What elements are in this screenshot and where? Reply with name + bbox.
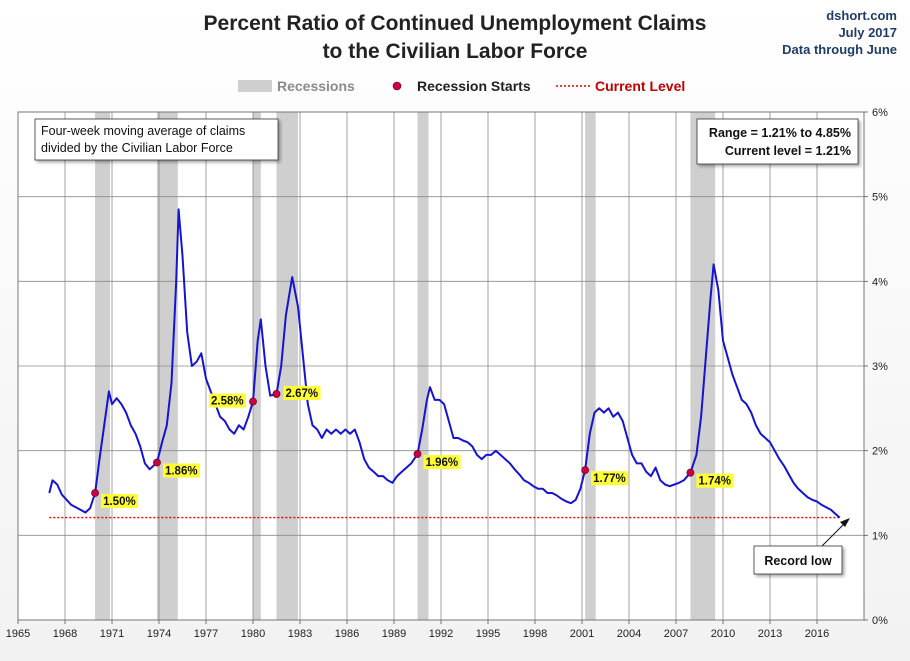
record-low-label: Record low: [764, 554, 832, 568]
recession-start-label-bg-4: [423, 455, 461, 470]
range-text: Range = 1.21% to 4.85%: [709, 126, 851, 140]
x-tick-label-5: 1980: [241, 628, 265, 640]
range-box-frame: [696, 118, 859, 165]
current-level-text: Current level = 1.21%: [725, 144, 851, 158]
x-tick-label-6: 1983: [288, 628, 312, 640]
recession-start-marker-3: [272, 390, 281, 398]
recession-start-label-bg-5: [591, 471, 629, 486]
recession-start-marker-4: [413, 450, 422, 458]
series-line: [48, 208, 841, 519]
chart-title-line1: Percent Ratio of Continued Unemployment …: [204, 12, 707, 35]
range-box: Range = 1.21% to 4.85% Current level = 1…: [696, 118, 859, 165]
y-tick-label-2: 2%: [872, 446, 888, 458]
description-line2: divided by the Civilian Labor Force: [41, 141, 233, 155]
recession-start-label-4: 1.96%: [426, 457, 459, 469]
recession-start-label-1: 1.86%: [165, 466, 198, 478]
record-low-arrow-head: [840, 518, 850, 527]
chart-title-line2: to the Civilian Labor Force: [323, 40, 588, 63]
x-tick-label-15: 2010: [711, 628, 735, 640]
recession-start-label-bg-3: [283, 385, 321, 400]
y-tick-label-4: 4%: [872, 276, 888, 288]
description-box-frame: [34, 118, 279, 161]
recession-start-label-3: 2.67%: [286, 388, 319, 400]
recession-start-label-bg-1: [162, 463, 200, 478]
y-tick-label-5: 5%: [872, 192, 888, 204]
y-tick-label-1: 1%: [872, 530, 888, 542]
x-tick-label-4: 1977: [194, 628, 218, 640]
y-tick-label-6: 6%: [872, 107, 888, 119]
record-low-callout: Record low: [753, 518, 850, 575]
recession-start-marker-2: [249, 397, 257, 406]
source-data-through: Data through June: [782, 42, 897, 57]
y-tick-label-3: 3%: [872, 361, 888, 373]
recession-start-markers: 1.50% 1.86% 2.58% 2.67% 1.96% 1.77% 1.74%: [91, 385, 734, 508]
recession-start-label-bg-6: [696, 473, 734, 488]
record-low-arrow-line: [821, 521, 847, 547]
y-axis: 0% 1% 2% 3% 4% 5% 6%: [864, 107, 888, 627]
recession-start-marker-0: [91, 489, 99, 497]
x-axis: 1965 1968 1971 1974 1977 1980 1983 1986 1989 1992…: [6, 620, 829, 640]
x-tick-label-11: 1998: [523, 628, 547, 640]
legend-current-level-label: Current Level: [595, 78, 685, 94]
recession-start-marker-1: [153, 458, 161, 467]
recession-start-label-6: 1.74%: [698, 476, 731, 488]
y-tick-label-0: 0%: [872, 615, 888, 627]
x-tick-label-0: 1965: [6, 628, 30, 640]
x-tick-label-16: 2013: [758, 628, 782, 640]
recession-start-label-bg-2: [209, 393, 246, 408]
x-tick-label-10: 1995: [476, 628, 500, 640]
recession-start-marker-5: [581, 466, 590, 475]
x-tick-label-7: 1986: [335, 628, 359, 640]
legend-recession-starts-label: Recession Starts: [417, 78, 531, 94]
x-tick-label-14: 2007: [664, 628, 688, 640]
x-tick-label-17: 2016: [805, 628, 829, 640]
x-tick-label-8: 1989: [382, 628, 406, 640]
source-date: July 2017: [838, 25, 897, 40]
x-tick-label-9: 1992: [429, 628, 453, 640]
legend-recession-swatch: [238, 80, 272, 92]
description-box: Four-week moving average of claims divid…: [34, 118, 279, 161]
recession-start-label-2: 2.58%: [211, 396, 244, 408]
record-low-box: [753, 545, 843, 575]
x-tick-label-3: 1974: [147, 628, 171, 640]
description-line1: Four-week moving average of claims: [41, 124, 245, 138]
recession-start-label-5: 1.77%: [593, 473, 626, 485]
x-tick-label-1: 1968: [53, 628, 77, 640]
legend: Recessions Recession Starts Current Leve…: [238, 78, 685, 94]
legend-recession-start-marker: [392, 81, 402, 91]
recession-start-marker-6: [686, 468, 695, 477]
x-tick-label-2: 1971: [100, 628, 124, 640]
recession-start-label-0: 1.50%: [103, 496, 136, 508]
recession-start-label-bg-0: [101, 494, 139, 508]
source-site: dshort.com: [826, 8, 897, 23]
x-tick-label-12: 2001: [570, 628, 594, 640]
legend-recessions-label: Recessions: [277, 78, 355, 94]
x-tick-label-13: 2004: [617, 628, 641, 640]
